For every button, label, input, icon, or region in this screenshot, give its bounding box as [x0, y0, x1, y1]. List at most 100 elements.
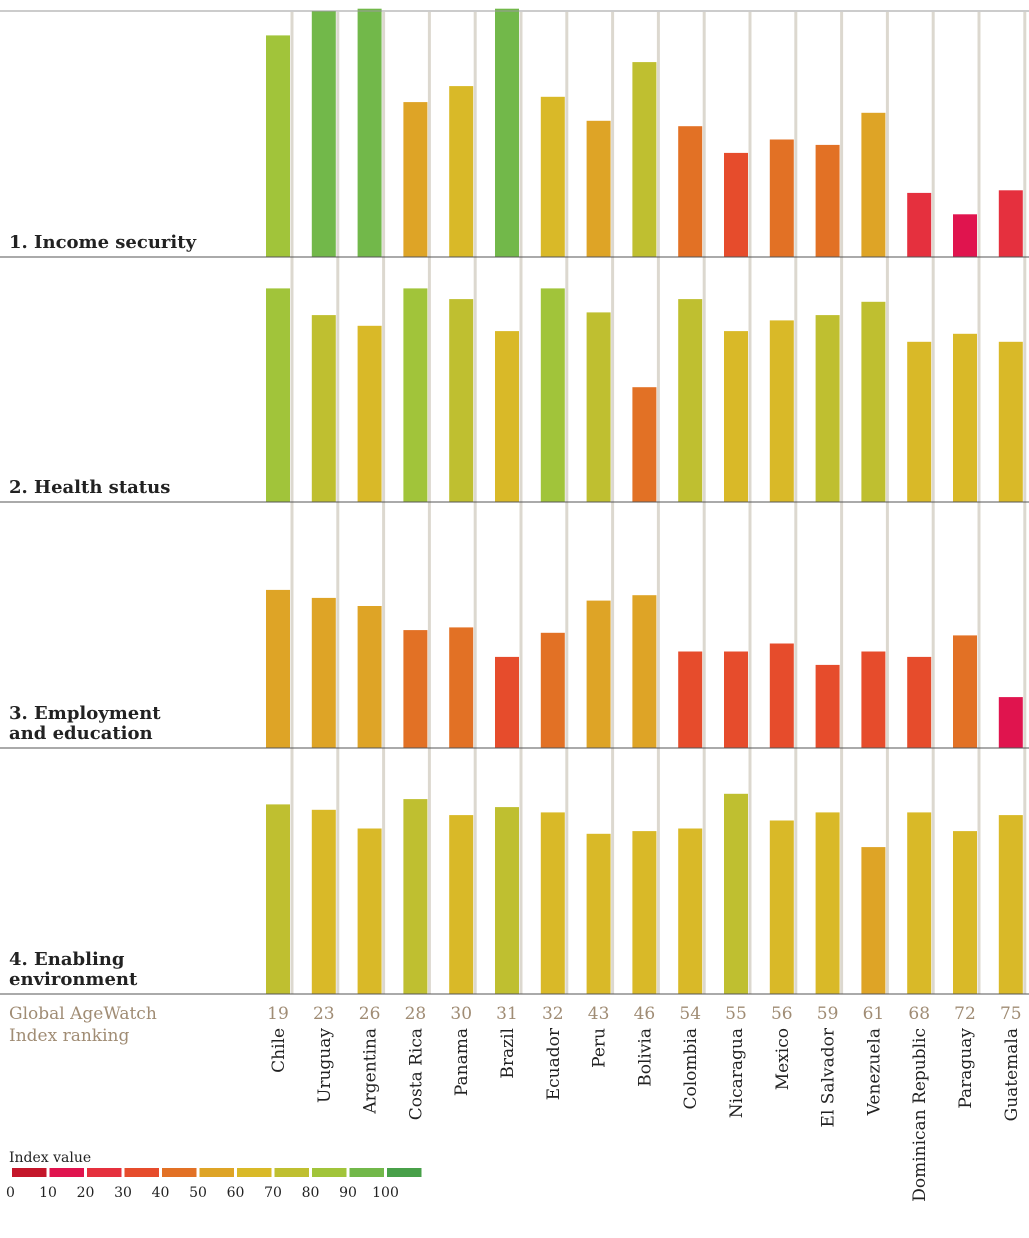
legend-tick: 60 — [227, 1185, 245, 1201]
legend-tick: 10 — [39, 1185, 57, 1201]
bar-3-bolivia — [632, 595, 657, 748]
rank-label-line: Global AgeWatch — [9, 1004, 157, 1024]
legend-tick: 0 — [6, 1185, 15, 1201]
country-label: Chile — [269, 1028, 289, 1073]
bar-4-peru — [586, 833, 611, 994]
rank-value: 75 — [1000, 1004, 1022, 1024]
legend-swatch — [162, 1168, 197, 1177]
bar-1-uruguay — [311, 11, 336, 258]
bar-1-paraguay — [953, 214, 977, 257]
country-label: Nicaragua — [727, 1028, 747, 1118]
bar-2-colombia — [678, 299, 703, 502]
bar-4-mexico — [769, 820, 794, 994]
bar-2-panama — [449, 299, 474, 502]
rank-value: 72 — [954, 1004, 976, 1024]
legend-tick: 70 — [264, 1185, 282, 1201]
bars — [266, 8, 1023, 995]
legend-tick: 100 — [372, 1185, 399, 1201]
bar-2-guatemala — [998, 341, 1023, 502]
bar-2-el-salvador — [815, 315, 840, 502]
rank-value: 46 — [634, 1004, 656, 1024]
bar-2-paraguay — [953, 333, 977, 502]
country-label: Brazil — [498, 1028, 518, 1079]
bar-4-chile — [266, 804, 290, 994]
bar-1-ecuador — [540, 96, 565, 257]
bar-1-colombia — [678, 126, 703, 257]
bar-4-ecuador — [540, 812, 565, 994]
bar-2-costa-rica — [403, 288, 428, 502]
legend-title: Index value — [9, 1150, 91, 1166]
bar-4-venezuela — [861, 847, 886, 994]
country-label: El Salvador — [819, 1027, 839, 1127]
legend-swatch — [237, 1168, 272, 1177]
bar-2-nicaragua — [724, 331, 748, 502]
legend-swatch — [274, 1168, 309, 1177]
bar-4-dominican-republic — [907, 812, 932, 994]
legend-tick: 40 — [152, 1185, 170, 1201]
bar-1-guatemala — [998, 190, 1023, 258]
bar-2-bolivia — [632, 387, 657, 502]
rank-value: 59 — [817, 1004, 839, 1024]
bar-4-panama — [449, 815, 474, 994]
rank-value: 31 — [496, 1004, 518, 1024]
legend-tick: 20 — [77, 1185, 95, 1201]
panel-baselines — [0, 10, 1029, 995]
legend-swatch — [124, 1168, 159, 1177]
bar-4-colombia — [678, 828, 703, 994]
rank-value: 19 — [267, 1004, 289, 1024]
bar-3-el-salvador — [815, 664, 840, 748]
bar-4-brazil — [495, 807, 519, 994]
country-label: Panama — [452, 1028, 472, 1096]
bar-3-ecuador — [540, 632, 565, 748]
bar-3-dominican-republic — [907, 656, 932, 748]
bar-2-venezuela — [861, 301, 886, 503]
country-label: Argentina — [361, 1028, 381, 1115]
legend: Index value 0 10 20 30 40 50 60 70 80 90 100 — [6, 1150, 422, 1201]
bar-3-panama — [449, 627, 474, 748]
bar-3-mexico — [769, 643, 794, 748]
country-labels: Chile Uruguay Argentina Costa Rica Panama Bra… — [269, 1027, 1022, 1202]
legend-tick: 80 — [302, 1185, 320, 1201]
rank-value: 68 — [908, 1004, 930, 1024]
rank-value: 43 — [588, 1004, 610, 1024]
country-label: Peru — [590, 1028, 610, 1068]
bar-2-ecuador — [540, 288, 565, 502]
panel-title: and education — [9, 723, 153, 744]
country-label: Mexico — [773, 1028, 793, 1090]
bar-2-brazil — [495, 331, 519, 502]
bar-1-brazil — [495, 8, 519, 258]
bar-1-argentina — [357, 8, 382, 258]
bar-3-paraguay — [953, 635, 977, 748]
bar-4-paraguay — [953, 831, 977, 994]
bar-1-chile — [266, 35, 290, 258]
bar-3-costa-rica — [403, 630, 428, 748]
rank-value: 61 — [863, 1004, 885, 1024]
country-label: Uruguay — [315, 1028, 335, 1103]
panel-title: 1. Income security — [9, 232, 197, 253]
legend-swatch — [49, 1168, 84, 1177]
bar-4-costa-rica — [403, 799, 428, 994]
legend-swatch — [387, 1168, 422, 1177]
legend-swatch — [312, 1168, 347, 1177]
bar-4-argentina — [357, 828, 382, 994]
country-label: Colombia — [681, 1028, 701, 1110]
bar-1-peru — [586, 120, 611, 257]
panel-title: 4. Enabling — [9, 949, 125, 970]
bar-3-colombia — [678, 651, 703, 748]
country-label: Paraguay — [956, 1028, 976, 1109]
bar-3-guatemala — [998, 697, 1023, 748]
bar-1-venezuela — [861, 112, 886, 257]
rank-value: 30 — [450, 1004, 472, 1024]
rank-value: 56 — [771, 1004, 793, 1024]
bar-2-argentina — [357, 325, 382, 502]
bar-1-mexico — [769, 139, 794, 257]
legend-swatch — [199, 1168, 234, 1177]
bar-1-el-salvador — [815, 144, 840, 257]
rank-label-line: Index ranking — [9, 1026, 129, 1046]
rank-value: 23 — [313, 1004, 335, 1024]
rank-value: 26 — [359, 1004, 381, 1024]
bar-4-bolivia — [632, 831, 657, 994]
bar-3-chile — [266, 589, 290, 748]
